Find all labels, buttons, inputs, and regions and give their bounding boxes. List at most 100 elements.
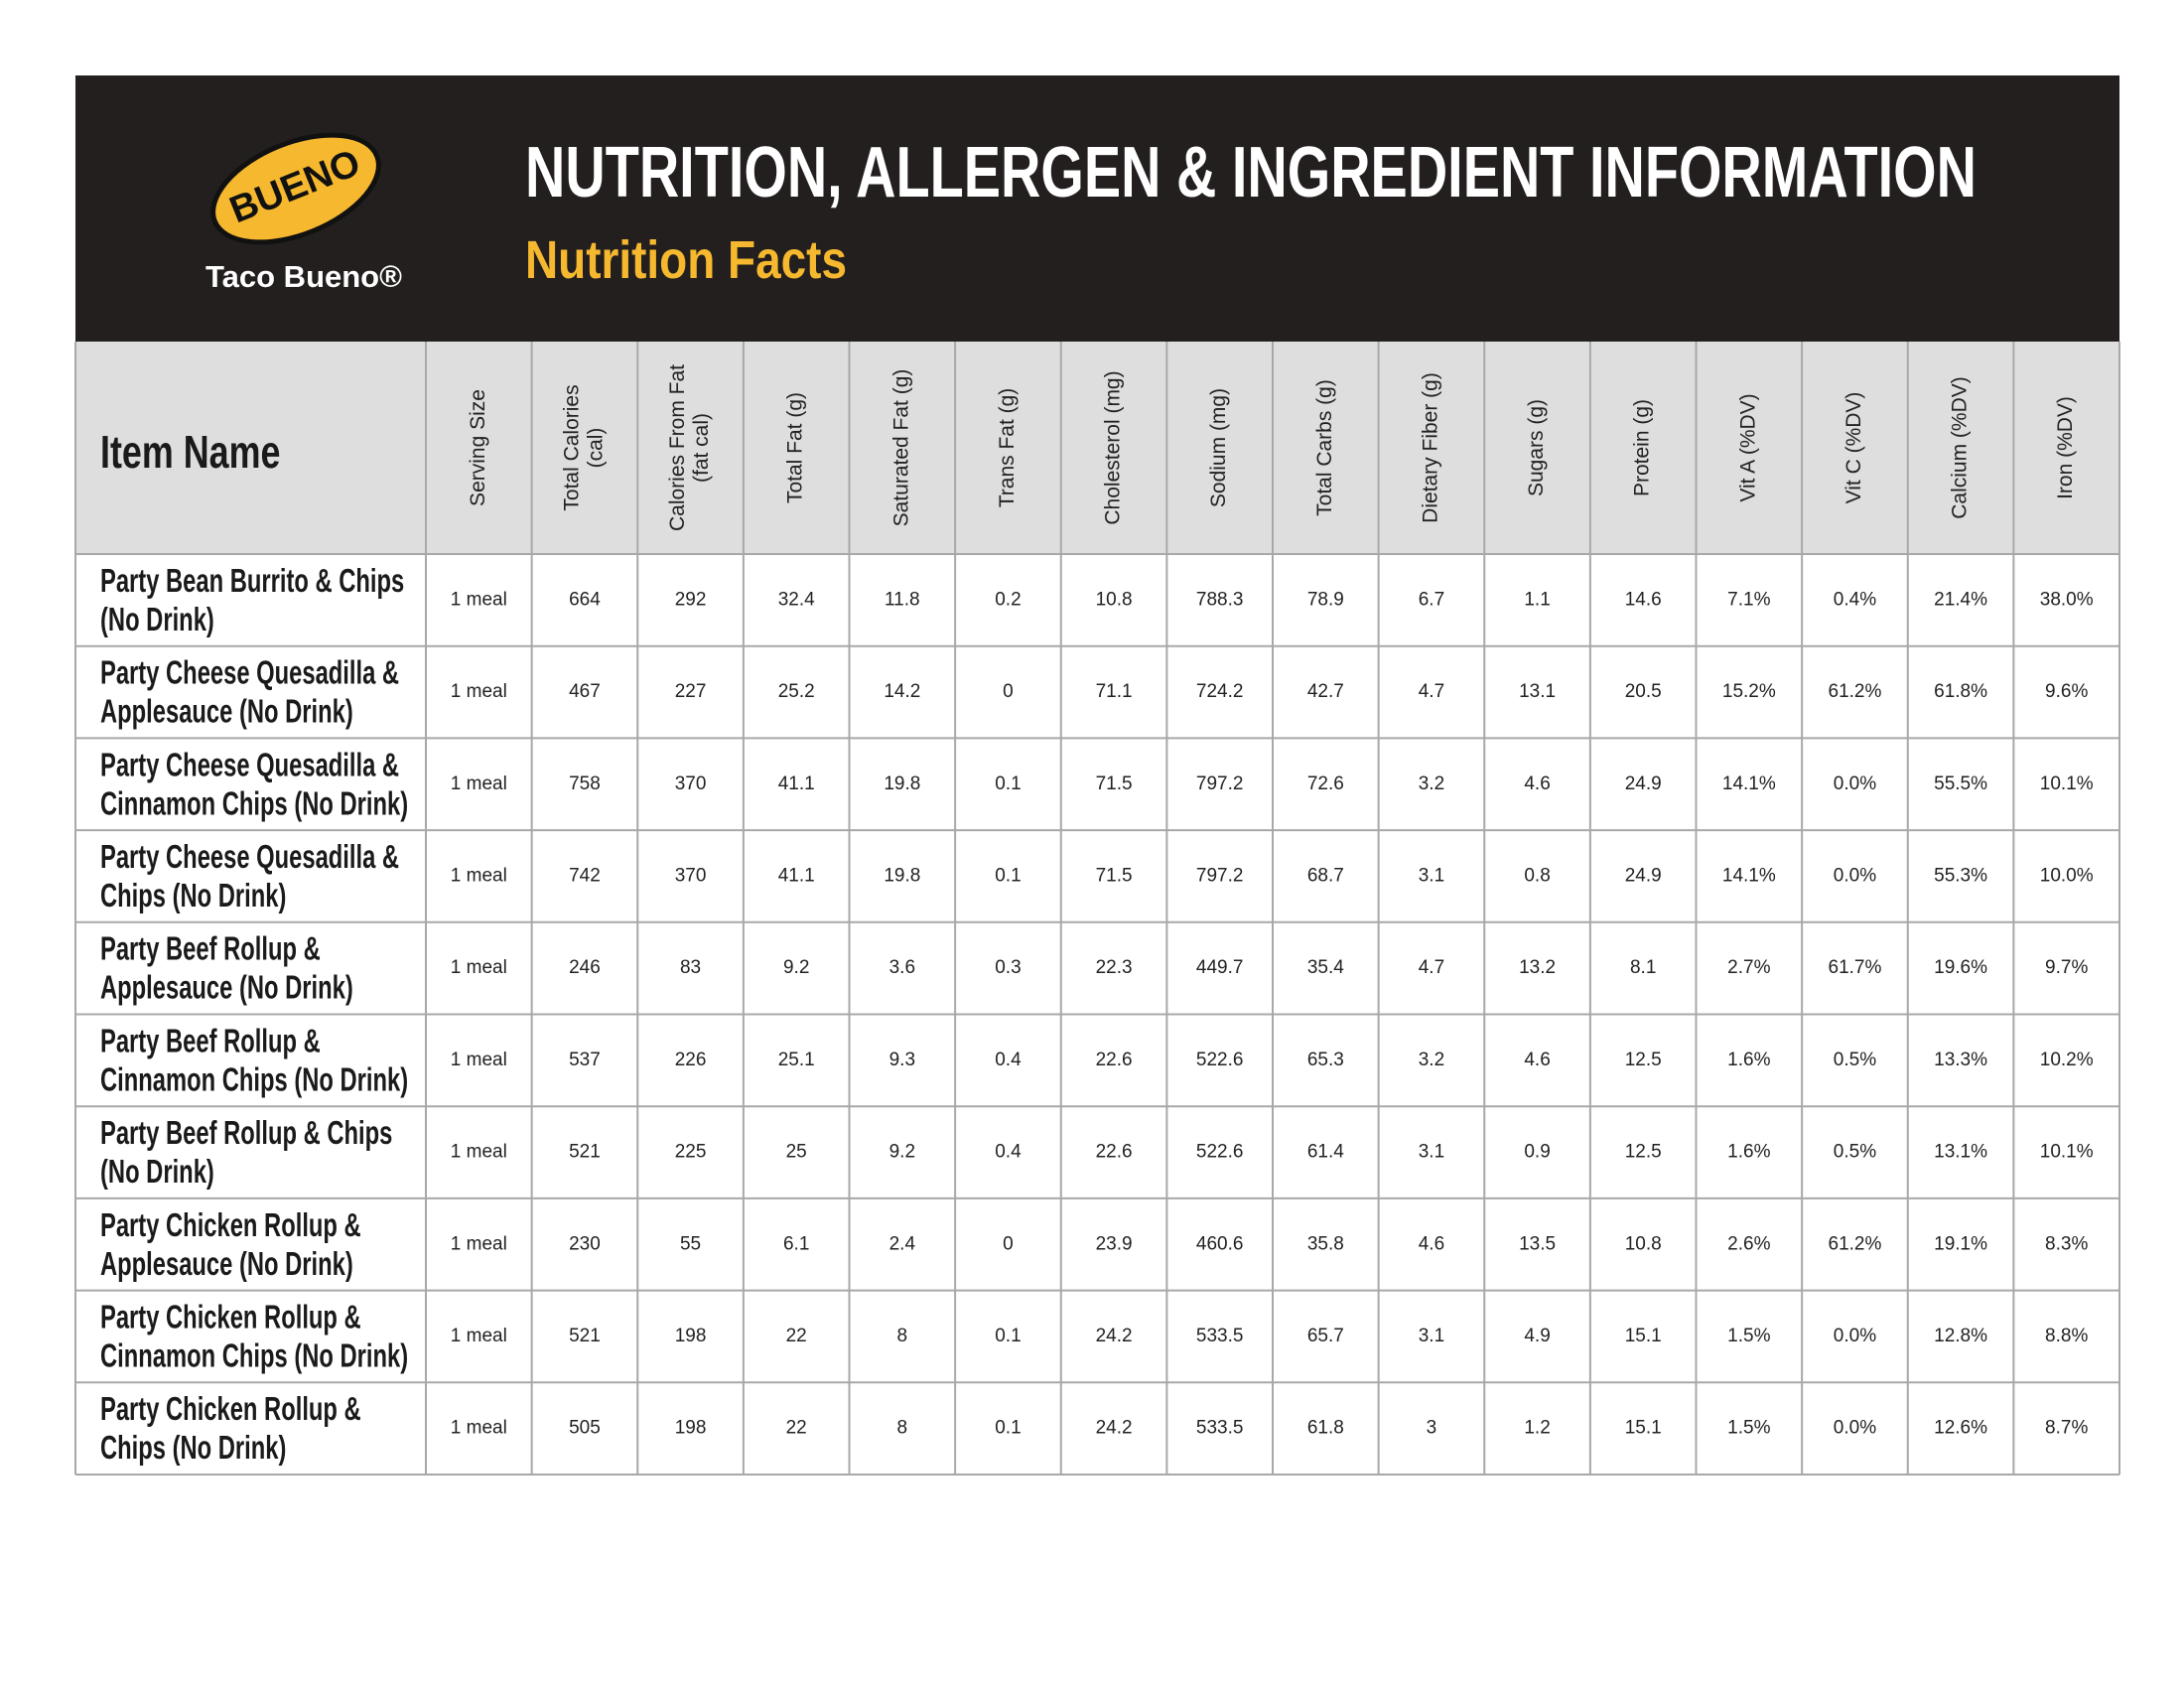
cell-value: 1.1 xyxy=(1524,589,1550,610)
cell-value: 24.9 xyxy=(1625,774,1662,794)
cell-value: 4.7 xyxy=(1419,957,1444,978)
item-name: Party Bean Burrito & Chips xyxy=(100,563,404,600)
cell-value: 10.1% xyxy=(2040,774,2094,794)
cell-value: 25 xyxy=(786,1142,807,1163)
cell-value: 1 meal xyxy=(451,681,507,702)
cell-value: 78.9 xyxy=(1307,589,1344,610)
item-name: Cinnamon Chips (No Drink) xyxy=(100,1062,408,1099)
cell-value: 0.1 xyxy=(995,865,1021,886)
cell-value: 2.4 xyxy=(889,1233,916,1254)
cell-value: 65.7 xyxy=(1307,1326,1344,1346)
cell-value: 1.5% xyxy=(1727,1418,1770,1439)
cell-value: 1.2 xyxy=(1524,1418,1550,1439)
cell-value: 467 xyxy=(569,681,601,702)
cell-value: 0.0% xyxy=(1834,774,1876,794)
cell-value: 3.6 xyxy=(889,957,915,978)
cell-value: 522.6 xyxy=(1196,1050,1244,1070)
cell-value: 21.4% xyxy=(1934,589,1987,610)
cell-value: 22 xyxy=(786,1418,807,1439)
cell-value: 3.1 xyxy=(1419,1326,1444,1346)
cell-value: 1 meal xyxy=(451,1050,507,1070)
cell-value: 9.6% xyxy=(2045,681,2088,702)
cell-value: 0 xyxy=(1003,681,1014,702)
cell-value: 9.3 xyxy=(889,1050,915,1070)
cell-value: 0 xyxy=(1003,1233,1014,1254)
cell-value: 13.5 xyxy=(1519,1233,1556,1254)
cell-value: 1 meal xyxy=(451,589,507,610)
cell-value: 3.1 xyxy=(1419,865,1444,886)
cell-value: 742 xyxy=(569,865,601,886)
column-header: Protein (g) xyxy=(1631,399,1654,496)
column-header: Saturated Fat (g) xyxy=(889,369,912,527)
cell-value: 797.2 xyxy=(1196,774,1244,794)
cell-value: 13.1% xyxy=(1934,1142,1987,1163)
cell-value: 3.1 xyxy=(1419,1142,1444,1163)
cell-value: 0.8 xyxy=(1524,865,1550,886)
item-name: Party Chicken Rollup & xyxy=(100,1300,361,1336)
cell-value: 38.0% xyxy=(2040,589,2094,610)
cell-value: 14.1% xyxy=(1722,865,1776,886)
item-name: (No Drink) xyxy=(100,1154,214,1191)
column-header: Iron (%DV) xyxy=(2054,396,2077,499)
cell-value: 35.8 xyxy=(1307,1233,1344,1254)
cell-value: 8.8% xyxy=(2045,1326,2088,1346)
cell-value: 71.5 xyxy=(1096,865,1133,886)
cell-value: 1 meal xyxy=(451,1418,507,1439)
column-header: Vit A (%DV) xyxy=(1736,393,1759,501)
cell-value: 8.3% xyxy=(2045,1233,2088,1254)
cell-value: 2.7% xyxy=(1727,957,1770,978)
item-name: Cinnamon Chips (No Drink) xyxy=(100,786,408,823)
cell-value: 0.5% xyxy=(1834,1142,1876,1163)
logo-name: Taco Bueno® xyxy=(205,259,402,294)
cell-value: 55 xyxy=(680,1233,701,1254)
cell-value: 460.6 xyxy=(1196,1233,1244,1254)
column-header: (fat cal) xyxy=(690,413,713,483)
column-header: Total Calories xyxy=(560,384,583,510)
cell-value: 61.8% xyxy=(1934,681,1987,702)
cell-value: 0.0% xyxy=(1834,1418,1876,1439)
cell-value: 3.2 xyxy=(1419,1050,1444,1070)
cell-value: 8.7% xyxy=(2045,1418,2088,1439)
cell-value: 225 xyxy=(675,1142,707,1163)
cell-value: 13.2 xyxy=(1519,957,1556,978)
cell-value: 9.2 xyxy=(889,1142,915,1163)
cell-value: 12.5 xyxy=(1625,1050,1662,1070)
cell-value: 14.2 xyxy=(884,681,920,702)
column-header: Dietary Fiber (g) xyxy=(1419,372,1441,523)
cell-value: 24.2 xyxy=(1096,1326,1133,1346)
cell-value: 724.2 xyxy=(1196,681,1244,702)
cell-value: 22 xyxy=(786,1326,807,1346)
cell-value: 8.1 xyxy=(1630,957,1656,978)
cell-value: 2.6% xyxy=(1727,1233,1770,1254)
cell-value: 1 meal xyxy=(451,1233,507,1254)
cell-value: 10.2% xyxy=(2040,1050,2094,1070)
cell-value: 0.1 xyxy=(995,774,1021,794)
cell-value: 198 xyxy=(675,1418,707,1439)
cell-value: 41.1 xyxy=(778,774,815,794)
cell-value: 6.7 xyxy=(1419,589,1444,610)
cell-value: 11.8 xyxy=(885,589,920,610)
cell-value: 71.5 xyxy=(1096,774,1133,794)
cell-value: 8 xyxy=(897,1418,908,1439)
cell-value: 61.8 xyxy=(1307,1418,1344,1439)
cell-value: 13.3% xyxy=(1934,1050,1987,1070)
column-header: Trans Fat (g) xyxy=(996,388,1019,508)
item-name: Party Beef Rollup & Chips xyxy=(100,1115,392,1152)
cell-value: 3 xyxy=(1427,1418,1437,1439)
cell-value: 226 xyxy=(675,1050,707,1070)
column-header: Total Carbs (g) xyxy=(1313,379,1336,516)
cell-value: 4.9 xyxy=(1524,1326,1550,1346)
cell-value: 1 meal xyxy=(451,1142,507,1163)
cell-value: 10.0% xyxy=(2040,865,2094,886)
cell-value: 0.4 xyxy=(995,1142,1022,1163)
item-name: Cinnamon Chips (No Drink) xyxy=(100,1338,408,1375)
cell-value: 61.4 xyxy=(1307,1142,1344,1163)
cell-value: 15.2% xyxy=(1722,681,1776,702)
item-name: Applesauce (No Drink) xyxy=(100,970,353,1007)
item-name: Party Beef Rollup & xyxy=(100,1024,321,1060)
cell-value: 25.2 xyxy=(778,681,815,702)
cell-value: 1 meal xyxy=(451,1326,507,1346)
column-header: Total Fat (g) xyxy=(784,392,807,503)
column-header: Sodium (mg) xyxy=(1207,388,1230,507)
